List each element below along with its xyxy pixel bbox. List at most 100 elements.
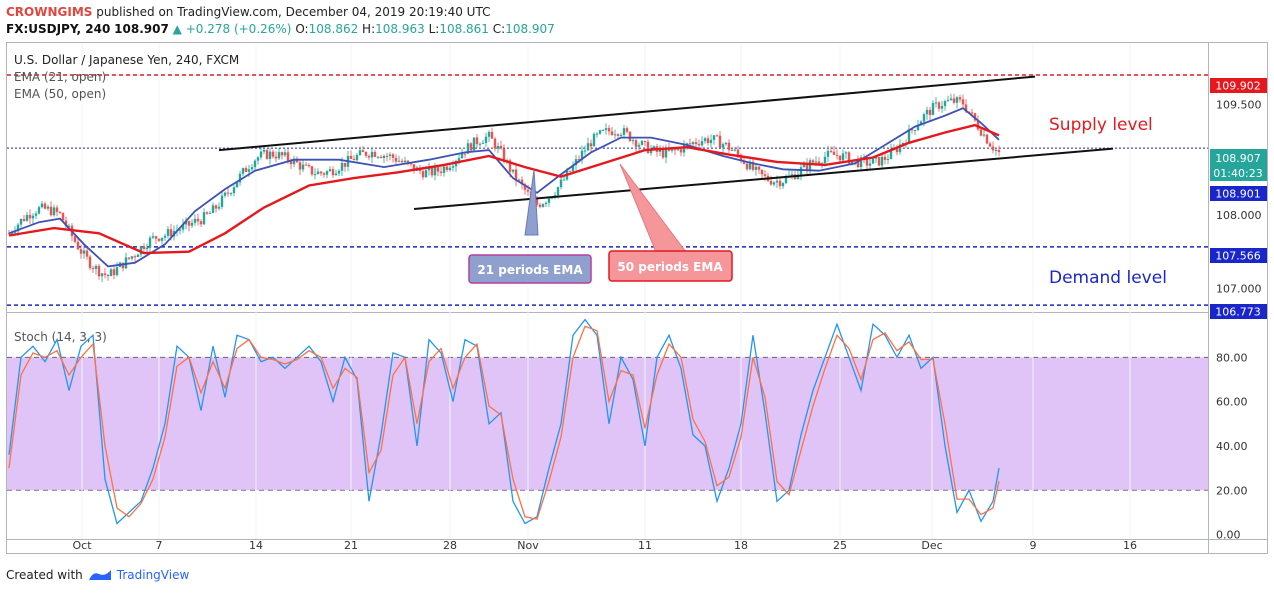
candle-body bbox=[586, 143, 590, 151]
candle-body bbox=[559, 179, 563, 188]
candle-body bbox=[121, 262, 125, 269]
candle-body bbox=[541, 204, 545, 207]
x-tick-label-0: Oct bbox=[72, 539, 92, 552]
stoch-tick-label-0: 0.00 bbox=[1216, 529, 1241, 542]
candle-body bbox=[370, 151, 374, 158]
candle-body bbox=[304, 164, 308, 166]
candle-body bbox=[826, 150, 830, 157]
candle-body bbox=[76, 241, 80, 250]
ema50-callout-pointer bbox=[619, 163, 687, 253]
candle-body bbox=[961, 99, 965, 105]
candle-body bbox=[580, 150, 584, 160]
candle-body bbox=[994, 149, 998, 151]
candle-body bbox=[874, 157, 878, 159]
candle-body bbox=[685, 143, 689, 145]
candle-body bbox=[865, 158, 869, 166]
x-tick-label-2: 14 bbox=[249, 539, 263, 552]
candle-body bbox=[241, 168, 245, 174]
candle-body bbox=[742, 161, 746, 164]
symbol-label: FX:USDJPY, 240 bbox=[6, 22, 111, 36]
candle-body bbox=[91, 268, 95, 270]
candle-body bbox=[910, 129, 914, 131]
candle-body bbox=[691, 142, 695, 145]
candle-body bbox=[946, 100, 950, 102]
candle-body bbox=[109, 269, 113, 277]
candle-body bbox=[301, 164, 305, 170]
ema50-legend: EMA (50, open) bbox=[14, 87, 106, 101]
candle-body bbox=[385, 155, 389, 157]
close-label: C: bbox=[492, 22, 506, 36]
candle-body bbox=[22, 218, 26, 221]
candle-body bbox=[88, 256, 92, 269]
ema50-line bbox=[8, 123, 1000, 255]
candle-body bbox=[943, 101, 947, 107]
candle-body bbox=[499, 145, 503, 149]
candle-body bbox=[886, 158, 890, 160]
candle-body bbox=[718, 135, 722, 148]
chart-canvas[interactable]: 107.000 108.000 109.500 0.00 20.00 40.00 60.00… bbox=[6, 42, 1268, 555]
candle-body bbox=[439, 171, 443, 173]
ema21-callout-box bbox=[468, 254, 592, 284]
candle-body bbox=[928, 109, 932, 116]
candle-body bbox=[181, 224, 185, 230]
candle-body bbox=[988, 143, 992, 147]
candle-body bbox=[331, 169, 335, 176]
candle-body bbox=[673, 149, 677, 151]
candle-body bbox=[283, 152, 287, 156]
candle-body bbox=[925, 109, 929, 115]
x-tick-label-7: 18 bbox=[734, 539, 748, 552]
low-badge-text: 106.773 bbox=[1215, 306, 1261, 319]
candle-body bbox=[334, 173, 338, 176]
candle-body bbox=[388, 154, 392, 156]
author-link[interactable]: CROWNGIMS bbox=[6, 5, 93, 19]
trendlines-group bbox=[218, 75, 1114, 210]
bid-price-badge: 108.901 bbox=[1210, 186, 1267, 201]
x-tick-label-11: 16 bbox=[1123, 539, 1137, 552]
candle-body bbox=[142, 246, 146, 250]
ema21-callout[interactable]: 21 periods EMA bbox=[468, 169, 592, 284]
candle-body bbox=[355, 155, 359, 161]
supply-level-label: Supply level bbox=[1049, 115, 1153, 135]
candle-body bbox=[160, 237, 164, 241]
candle-body bbox=[478, 143, 482, 145]
candle-body bbox=[679, 149, 683, 153]
candle-body bbox=[337, 170, 341, 174]
candle-body bbox=[571, 165, 575, 172]
open-label: O: bbox=[295, 22, 309, 36]
close-value: 108.907 bbox=[505, 22, 555, 36]
candle-body bbox=[628, 131, 632, 142]
candle-body bbox=[709, 139, 713, 144]
candle-body bbox=[973, 113, 977, 121]
price-tick-label-0: 107.000 bbox=[1216, 282, 1262, 295]
candle-body bbox=[202, 212, 206, 225]
candle-body bbox=[82, 250, 86, 254]
candle-body bbox=[265, 150, 269, 159]
candle-body bbox=[73, 236, 77, 242]
ema50-callout[interactable]: 50 periods EMA bbox=[608, 163, 733, 282]
candle-body bbox=[79, 249, 83, 254]
candle-body bbox=[811, 160, 815, 163]
candle-body bbox=[16, 224, 20, 232]
candle-body bbox=[226, 192, 230, 194]
ema50-callout-box bbox=[608, 250, 733, 282]
low-badge-bg bbox=[1210, 304, 1267, 319]
candle-body bbox=[583, 150, 587, 152]
candle-body bbox=[496, 145, 500, 149]
candle-body bbox=[163, 235, 167, 238]
candles-group bbox=[7, 93, 1001, 283]
price-axis[interactable] bbox=[1208, 42, 1268, 554]
x-tick-label-3: 21 bbox=[344, 539, 358, 552]
candle-body bbox=[784, 177, 788, 184]
candle-body bbox=[574, 159, 578, 166]
candle-body bbox=[433, 167, 437, 176]
candle-body bbox=[487, 131, 491, 137]
footer-brand[interactable]: TradingView bbox=[116, 568, 190, 582]
stoch-lines-group bbox=[8, 318, 1000, 525]
candle-body bbox=[754, 166, 758, 170]
candle-body bbox=[805, 163, 809, 171]
footer: Created with TradingView bbox=[6, 568, 189, 582]
candle-body bbox=[625, 128, 629, 132]
ema50-callout-text: 50 periods EMA bbox=[617, 260, 723, 274]
candle-body bbox=[622, 128, 626, 135]
candle-body bbox=[556, 187, 560, 196]
